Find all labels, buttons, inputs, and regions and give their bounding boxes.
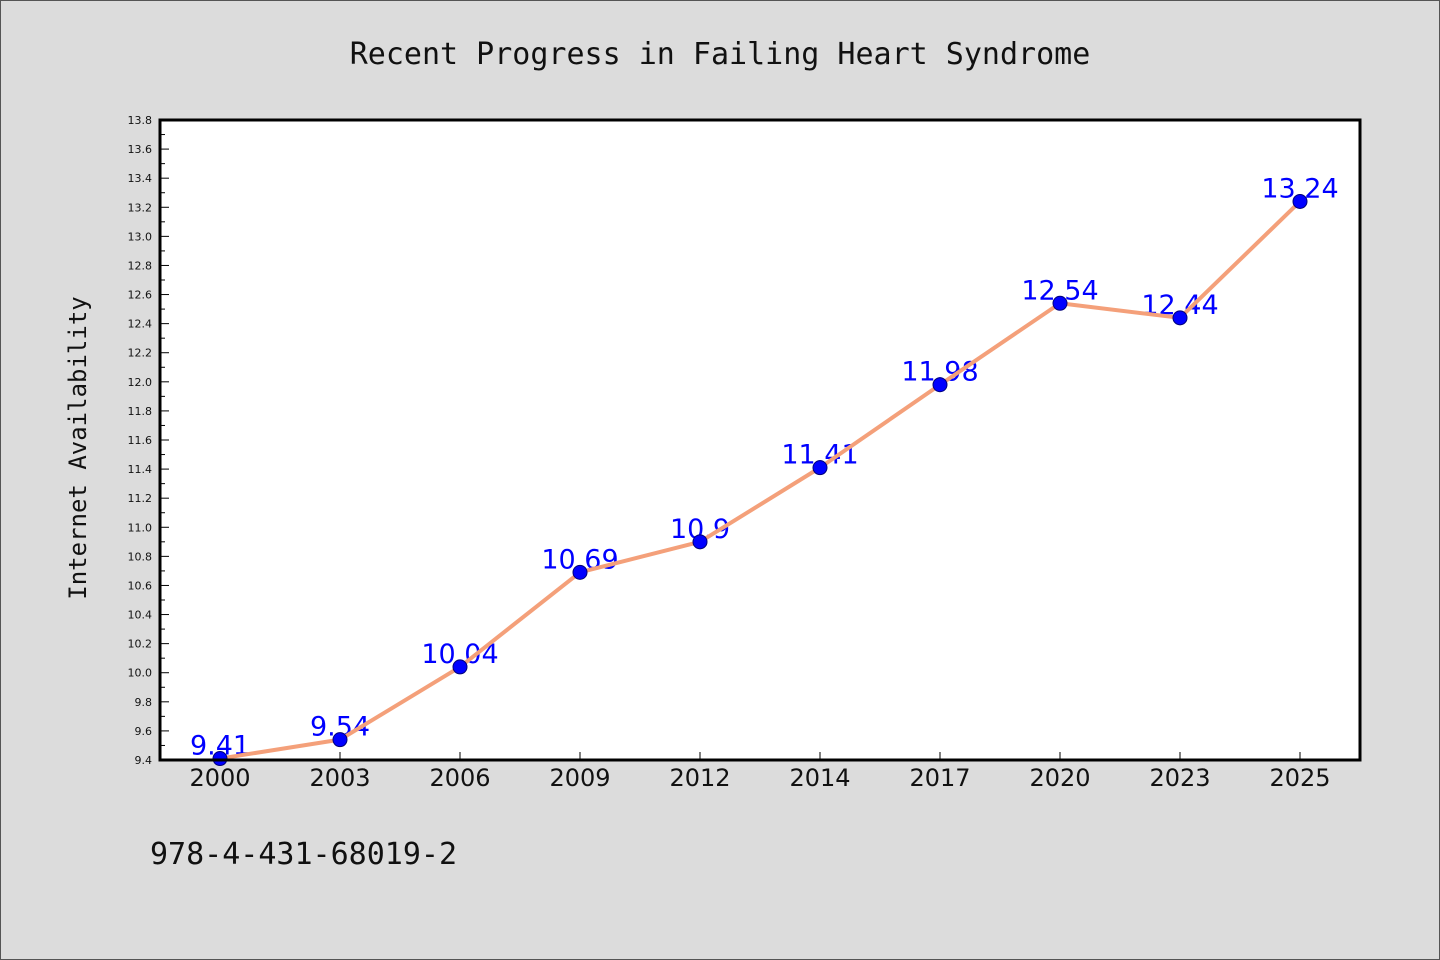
data-point xyxy=(1292,193,1308,209)
footer-code: 978-4-431-68019-2 xyxy=(150,837,457,872)
y-tick-label: 11.8 xyxy=(128,405,153,418)
plot-frame xyxy=(158,118,1362,762)
data-point xyxy=(332,732,348,748)
y-tick-label: 9.6 xyxy=(135,725,153,738)
y-axis: 9.4 9.6 9.8 10.0 10.2 10.4 10.6 10.8 11.0 11.2 11.… xyxy=(128,114,169,767)
data-point xyxy=(812,460,828,476)
y-tick-label: 12.4 xyxy=(128,318,153,331)
y-tick-label: 11.4 xyxy=(128,463,153,476)
y-tick-label: 13.8 xyxy=(128,114,153,127)
series xyxy=(212,193,1308,767)
data-point xyxy=(932,377,948,393)
x-tick-label: 2000 xyxy=(189,764,250,792)
y-tick-label: 10.8 xyxy=(128,550,153,563)
x-tick-label: 2020 xyxy=(1029,764,1090,792)
y-tick-label: 10.6 xyxy=(128,579,153,592)
x-tick-label: 2014 xyxy=(789,764,850,792)
data-point xyxy=(692,534,708,550)
y-tick-label: 12.0 xyxy=(128,376,153,389)
data-point xyxy=(1172,310,1188,326)
x-tick-label: 2017 xyxy=(909,764,970,792)
y-tick-label: 13.4 xyxy=(128,172,153,185)
x-tick-label: 2003 xyxy=(309,764,370,792)
x-tick-label: 2023 xyxy=(1149,764,1210,792)
x-axis: 2000 2003 2006 2009 2012 2014 2017 2020 2023 2025 xyxy=(189,752,1331,792)
y-tick-label: 10.2 xyxy=(128,638,153,651)
y-tick-label: 9.4 xyxy=(135,754,153,767)
x-tick-label: 2009 xyxy=(549,764,610,792)
data-point xyxy=(572,564,588,580)
y-tick-label: 9.8 xyxy=(135,696,153,709)
plot-area xyxy=(160,120,1360,760)
y-tick-label: 11.0 xyxy=(128,521,153,534)
y-tick-label: 11.2 xyxy=(128,492,153,505)
y-tick-label: 13.2 xyxy=(128,201,153,214)
data-point xyxy=(1052,295,1068,311)
y-tick-label: 13.0 xyxy=(128,230,153,243)
y-axis-label: Internet Availability xyxy=(64,296,92,599)
y-tick-label: 11.6 xyxy=(128,434,153,447)
series-line xyxy=(218,199,1302,761)
y-tick-label: 12.2 xyxy=(128,347,153,360)
x-tick-label: 2012 xyxy=(669,764,730,792)
chart-title: Recent Progress in Failing Heart Syndrom… xyxy=(350,37,1091,72)
y-tick-label: 10.0 xyxy=(128,667,153,680)
x-tick-label: 2025 xyxy=(1269,764,1330,792)
y-tick-label: 10.4 xyxy=(128,609,153,622)
y-tick-label: 12.8 xyxy=(128,259,153,272)
y-tick-label: 12.6 xyxy=(128,289,153,302)
y-tick-label: 13.6 xyxy=(128,143,153,156)
x-tick-label: 2006 xyxy=(429,764,490,792)
data-point xyxy=(452,659,468,675)
